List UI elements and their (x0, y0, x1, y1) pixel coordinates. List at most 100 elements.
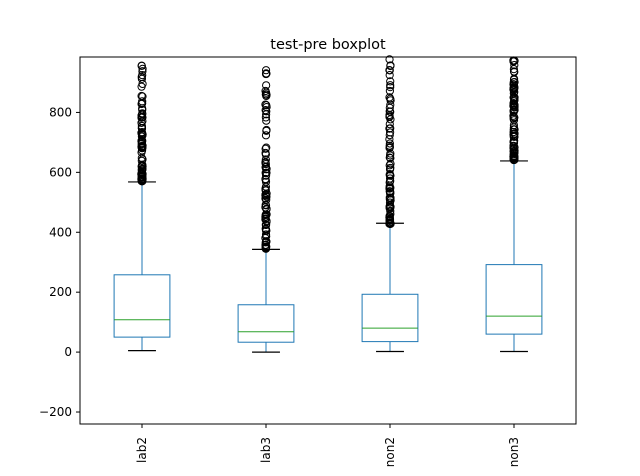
outlier-point (385, 153, 394, 162)
outlier-point (261, 174, 270, 184)
outlier-point (138, 109, 147, 118)
outlier-point (385, 143, 394, 153)
outlier-point (385, 86, 394, 96)
outlier-point (509, 85, 518, 94)
outlier-point (137, 162, 146, 171)
outlier-point (509, 107, 518, 117)
outlier-point (261, 144, 270, 153)
outlier-point (262, 168, 271, 177)
y-tick-label: 600 (49, 165, 72, 179)
x-tick-label: non3 (507, 437, 521, 467)
outlier-point (137, 74, 146, 83)
outlier-point (385, 211, 394, 221)
outlier-point (138, 130, 147, 139)
outlier-point (262, 107, 271, 116)
outlier-point (261, 113, 270, 122)
outlier-point (261, 131, 271, 140)
outlier-point (138, 176, 147, 185)
outlier-point (385, 120, 394, 129)
x-axis: lab2 lab3 non2 non3 (135, 424, 521, 467)
outlier-point (386, 163, 395, 173)
outlier-point (385, 66, 394, 75)
x-tick-label: lab2 (135, 437, 149, 463)
outlier-point (386, 77, 395, 86)
outlier-point (386, 206, 395, 216)
outlier-point (262, 125, 271, 135)
outlier-point (138, 70, 147, 80)
y-tick-label: 400 (49, 225, 72, 239)
outlier-point (385, 71, 394, 80)
box-non2 (361, 55, 419, 353)
outlier-point (261, 86, 270, 96)
box-lab2 (113, 61, 171, 352)
outlier-point (138, 136, 147, 145)
x-tick-label: non2 (383, 437, 397, 467)
outlier-point (261, 163, 270, 172)
outlier-point (386, 83, 395, 92)
outlier-point (261, 238, 270, 247)
outlier-point (138, 64, 147, 73)
outlier-point (262, 116, 271, 125)
iqr-box (485, 264, 543, 335)
iqr-box (361, 293, 419, 343)
outlier-point (262, 195, 271, 205)
outlier-point (385, 170, 395, 179)
outlier-point (138, 67, 147, 76)
outlier-point (386, 94, 395, 103)
y-tick-label: 0 (64, 345, 72, 359)
y-tick-label: −200 (39, 405, 72, 419)
outlier-point (262, 143, 271, 152)
outlier-point (261, 233, 270, 243)
outlier-point (510, 129, 519, 138)
chart-title: test-pre boxplot (270, 37, 386, 53)
outlier-point (509, 80, 519, 89)
outlier-point (261, 155, 270, 164)
iqr-box (237, 304, 295, 343)
axes-frame (79, 56, 577, 425)
outlier-point (386, 159, 395, 168)
x-tick-label: lab3 (259, 437, 273, 463)
outlier-point (385, 174, 395, 183)
outlier-point (510, 61, 519, 70)
outlier-point (138, 92, 147, 101)
outlier-point (261, 90, 270, 99)
y-tick-label: 800 (49, 105, 72, 119)
outlier-point (509, 153, 518, 163)
outlier-point (261, 244, 270, 253)
outlier-point (509, 75, 519, 84)
outlier-point (385, 198, 395, 207)
y-tick-label: 200 (49, 285, 72, 299)
outlier-point (261, 200, 270, 209)
outlier-point (509, 125, 518, 134)
outlier-point (386, 115, 395, 124)
outlier-point (385, 139, 394, 148)
outlier-point (138, 141, 147, 150)
outlier-point (385, 202, 394, 211)
outlier-point (138, 117, 147, 126)
plot-area (113, 55, 543, 353)
outlier-point (510, 93, 519, 102)
outlier-point (262, 81, 271, 90)
outlier-point (510, 143, 519, 152)
outlier-point (509, 57, 518, 66)
outlier-point (261, 148, 270, 158)
outlier-point (137, 118, 146, 127)
outlier-point (262, 205, 271, 214)
outlier-point (385, 216, 395, 225)
outlier-point (262, 220, 271, 229)
outlier-point (261, 171, 271, 180)
outlier-point (386, 61, 395, 70)
outlier-point (138, 104, 147, 113)
outlier-point (385, 124, 394, 133)
outlier-point (262, 101, 271, 110)
outlier-point (138, 173, 147, 182)
outlier-point (509, 97, 519, 106)
outlier-point (386, 100, 395, 109)
outlier-point (385, 184, 394, 193)
outlier-point (386, 149, 395, 158)
outlier-point (385, 187, 394, 196)
outlier-point (137, 112, 147, 122)
outlier-point (385, 55, 394, 64)
outlier-point (262, 69, 271, 78)
